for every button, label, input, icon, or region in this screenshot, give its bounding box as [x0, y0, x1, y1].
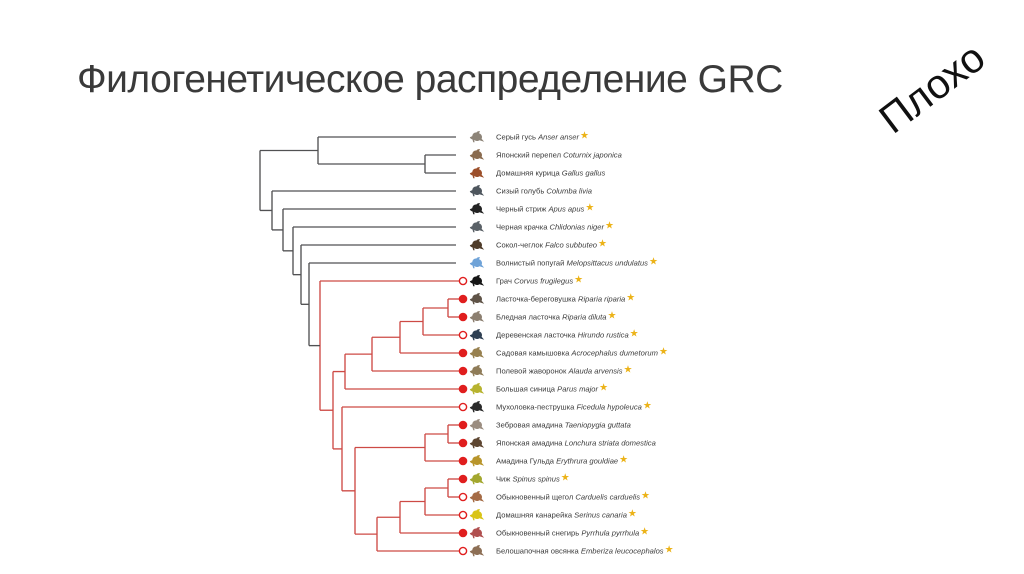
bird-icon: [469, 347, 485, 359]
bird-icon: [469, 131, 485, 143]
star-icon: ★: [624, 365, 633, 376]
star-icon: ★: [561, 473, 570, 484]
bird-icon: [469, 545, 485, 557]
bird-icon: [469, 365, 485, 377]
grc-marker-filled: [458, 528, 468, 538]
star-icon: ★: [628, 509, 637, 520]
grc-marker-filled: [458, 366, 468, 376]
star-icon: ★: [574, 275, 583, 286]
star-icon: ★: [640, 527, 649, 538]
species-label: Большая синица Parus major★: [496, 383, 608, 394]
grc-marker-open: [458, 510, 468, 520]
bird-icon: [469, 203, 485, 215]
grc-marker-open: [458, 402, 468, 412]
bird-icon: [469, 473, 485, 485]
species-label: Чиж Spinus spinus★: [496, 473, 570, 484]
species-label: Бледная ласточка Riparia diluta★: [496, 311, 616, 322]
species-label: Полевой жаворонок Alauda arvensis★: [496, 365, 633, 376]
star-icon: ★: [649, 257, 658, 268]
star-icon: ★: [630, 329, 639, 340]
star-icon: ★: [607, 311, 616, 322]
species-label: Черный стриж Apus apus★: [496, 203, 594, 214]
star-icon: ★: [580, 131, 589, 142]
grc-marker-filled: [458, 348, 468, 358]
grc-marker-open: [458, 492, 468, 502]
species-label: Серый гусь Anser anser★: [496, 131, 589, 142]
bird-icon: [469, 491, 485, 503]
species-label: Белошапочная овсянка Emberiza leucocepha…: [496, 545, 674, 556]
species-label: Садовая камышовка Acrocephalus dumetorum…: [496, 347, 668, 358]
bird-icon: [469, 257, 485, 269]
species-label: Сокол-чеглок Falco subbuteo★: [496, 239, 607, 250]
star-icon: ★: [659, 347, 668, 358]
bird-icon: [469, 293, 485, 305]
grc-marker-open: [458, 330, 468, 340]
bird-icon: [469, 329, 485, 341]
star-icon: ★: [598, 239, 607, 250]
species-label: Японский перепел Coturnix japonica: [496, 151, 622, 160]
species-label: Ласточка-береговушка Riparia riparia★: [496, 293, 635, 304]
bird-icon: [469, 401, 485, 413]
star-icon: ★: [599, 383, 608, 394]
species-label: Обыкновенный щегол Carduelis carduelis★: [496, 491, 650, 502]
species-label: Зебровая амадина Taeniopygia guttata: [496, 421, 631, 430]
bird-icon: [469, 527, 485, 539]
grc-marker-filled: [458, 384, 468, 394]
species-label: Домашняя курица Gallus gallus: [496, 169, 605, 178]
grc-marker-filled: [458, 474, 468, 484]
species-label: Черная крачка Chlidonias niger★: [496, 221, 614, 232]
bird-icon: [469, 509, 485, 521]
species-label: Японская амадина Lonchura striata domest…: [496, 439, 656, 448]
bird-icon: [469, 419, 485, 431]
species-label: Мухоловка-пеструшка Ficedula hypoleuca★: [496, 401, 652, 412]
star-icon: ★: [619, 455, 628, 466]
species-label: Грач Corvus frugilegus★: [496, 275, 583, 286]
grc-marker-open: [458, 546, 468, 556]
star-icon: ★: [665, 545, 674, 556]
species-label: Сизый голубь Columba livia: [496, 187, 592, 196]
bird-icon: [469, 239, 485, 251]
grc-marker-filled: [458, 420, 468, 430]
slide-title: Филогенетическое распределение GRC: [77, 58, 783, 101]
bird-icon: [469, 437, 485, 449]
bird-icon: [469, 149, 485, 161]
star-icon: ★: [585, 203, 594, 214]
species-label: Амадина Гульда Erythrura gouldiae★: [496, 455, 628, 466]
bird-icon: [469, 311, 485, 323]
species-label: Деревенская ласточка Hirundo rustica★: [496, 329, 639, 340]
star-icon: ★: [626, 293, 635, 304]
species-label: Волнистый попугай Melopsittacus undulatu…: [496, 257, 658, 268]
bird-icon: [469, 167, 485, 179]
grc-marker-filled: [458, 456, 468, 466]
star-icon: ★: [643, 401, 652, 412]
bird-icon: [469, 185, 485, 197]
species-label: Домашняя канарейка Serinus canaria★: [496, 509, 637, 520]
grc-marker-open: [458, 276, 468, 286]
grc-marker-filled: [458, 312, 468, 322]
star-icon: ★: [605, 221, 614, 232]
grc-marker-filled: [458, 438, 468, 448]
bird-icon: [469, 275, 485, 287]
bird-icon: [469, 383, 485, 395]
bird-icon: [469, 221, 485, 233]
star-icon: ★: [641, 491, 650, 502]
bird-icon: [469, 455, 485, 467]
grc-marker-filled: [458, 294, 468, 304]
species-label: Обыкновенный снегирь Pyrrhula pyrrhula★: [496, 527, 649, 538]
